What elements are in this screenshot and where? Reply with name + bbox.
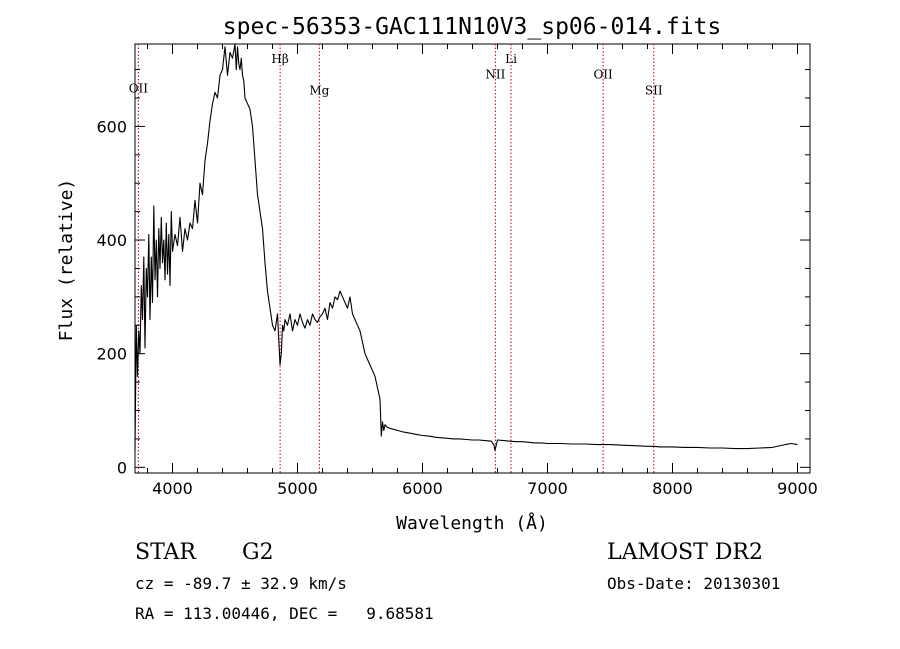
x-tick: 8000 bbox=[652, 44, 693, 498]
coordinates: RA = 113.00446, DEC = 9.68581 bbox=[135, 604, 434, 623]
line-marker: OII bbox=[593, 44, 613, 473]
line-marker: Hβ bbox=[271, 44, 289, 473]
y-tick-label: 200 bbox=[96, 345, 127, 364]
line-marker-label: Mg bbox=[309, 84, 329, 98]
line-marker-label: Hβ bbox=[271, 52, 288, 66]
x-tick-label: 7000 bbox=[527, 479, 568, 498]
line-marker: Mg bbox=[309, 44, 330, 473]
x-tick-label: 9000 bbox=[777, 479, 818, 498]
x-tick-label: 6000 bbox=[402, 479, 443, 498]
x-tick-label: 4000 bbox=[152, 479, 193, 498]
y-tick: 400 bbox=[96, 231, 810, 250]
plot-frame bbox=[134, 43, 811, 474]
y-axis-label: Flux (relative) bbox=[56, 179, 77, 342]
axes: 4000 5000 6000 7000 8000 9000 0 200 400 600 bbox=[96, 44, 818, 498]
y-tick: 200 bbox=[96, 345, 810, 364]
survey-name: LAMOST DR2 bbox=[607, 540, 763, 565]
line-marker-label: OII bbox=[593, 68, 613, 82]
x-tick: 7000 bbox=[527, 44, 568, 498]
line-marker: Li bbox=[505, 44, 517, 473]
y-tick-label: 0 bbox=[117, 458, 127, 477]
line-marker: OII bbox=[129, 44, 149, 473]
x-tick: 4000 bbox=[152, 44, 193, 498]
x-tick: 9000 bbox=[777, 44, 818, 498]
chart-title: spec-56353-GAC111N10V3_sp06-014.fits bbox=[223, 14, 722, 40]
y-tick-label: 600 bbox=[96, 117, 127, 136]
object-type: STAR bbox=[135, 540, 196, 565]
line-marker: NII bbox=[485, 44, 506, 473]
line-marker-label: Li bbox=[505, 52, 517, 66]
observation-date: Obs-Date: 20130301 bbox=[607, 574, 781, 593]
x-tick: 6000 bbox=[402, 44, 443, 498]
line-marker-label: NII bbox=[485, 68, 505, 82]
line-marker-label: SII bbox=[645, 84, 663, 98]
spectral-subclass: G2 bbox=[242, 540, 274, 565]
x-tick-label: 8000 bbox=[652, 479, 693, 498]
y-tick: 600 bbox=[96, 117, 810, 136]
redshift-velocity: cz = -89.7 ± 32.9 km/s bbox=[135, 574, 347, 593]
x-tick: 5000 bbox=[277, 44, 318, 498]
spectrum-series-line bbox=[134, 43, 798, 451]
x-tick-label: 5000 bbox=[277, 479, 318, 498]
line-marker-label: OII bbox=[129, 81, 149, 95]
x-axis-label: Wavelength (Å) bbox=[396, 512, 548, 534]
y-tick: 0 bbox=[117, 458, 810, 477]
y-tick-label: 400 bbox=[96, 231, 127, 250]
line-marker: SII bbox=[645, 44, 663, 473]
